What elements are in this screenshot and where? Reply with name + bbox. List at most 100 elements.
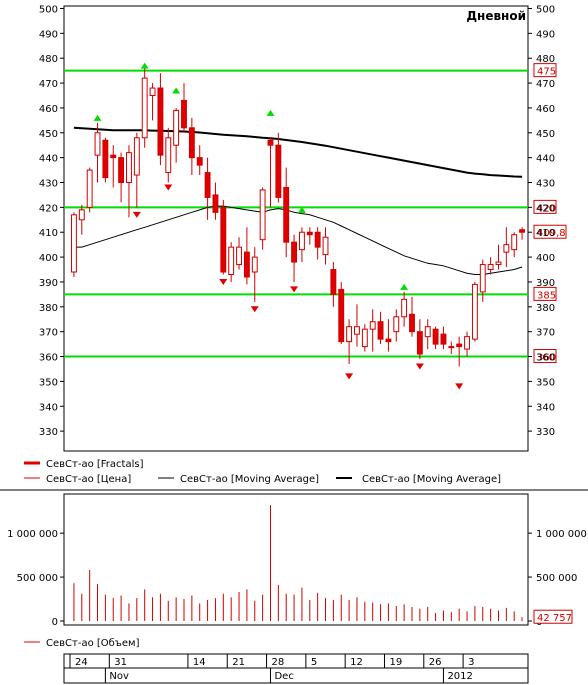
candle-body — [181, 99, 187, 129]
price-tick-label-right: 390 — [536, 278, 555, 289]
candle-body — [86, 169, 93, 208]
level-label: 360 — [537, 353, 556, 364]
fractal-up-marker — [172, 87, 181, 94]
price-tick-label-left: 420 — [39, 203, 58, 214]
candle-body — [471, 283, 478, 340]
last-price-label: 409,8 — [537, 228, 566, 239]
candle-body — [448, 346, 455, 349]
volume-tick-label-left: 1 000 000 — [7, 529, 58, 540]
fractal-down-marker — [132, 211, 141, 218]
level-label-box — [533, 63, 557, 78]
price-tick-label-left: 370 — [39, 328, 58, 339]
candle-body — [361, 328, 368, 348]
date-tick-label: 24 — [75, 657, 88, 668]
period-label: Дневной — [466, 9, 526, 23]
price-tick-label-left: 340 — [39, 402, 58, 413]
candle-body — [236, 246, 242, 266]
month-label: Dec — [274, 671, 293, 682]
candle-body — [409, 313, 415, 333]
price-tick-label-left: 500 — [39, 4, 58, 15]
candle-body — [440, 333, 447, 345]
level-label-box — [533, 286, 557, 301]
candle-body — [306, 231, 313, 236]
price-tick-label-right: 410 — [536, 228, 555, 239]
candle-body — [70, 214, 77, 273]
price-tick-label-left: 390 — [39, 278, 58, 289]
candle-body — [424, 326, 431, 338]
price-tick-label-right: 470 — [536, 79, 555, 90]
price-tick-label-left: 430 — [39, 179, 58, 190]
candle-body — [456, 343, 463, 348]
candle-body — [267, 139, 274, 146]
candle-body — [110, 154, 117, 159]
price-tick-label-right: 490 — [536, 29, 555, 40]
date-tick-label: 12 — [350, 657, 363, 668]
fractal-up-marker — [400, 283, 409, 290]
candle-body — [165, 137, 172, 174]
candle-body — [275, 144, 282, 198]
candle-body — [259, 189, 266, 241]
price-tick-label-left: 360 — [39, 353, 58, 364]
price-tick-label-left: 490 — [39, 29, 58, 40]
candle-body — [519, 229, 526, 233]
price-tick-label-left: 350 — [39, 377, 58, 388]
date-tick-label: 19 — [389, 657, 402, 668]
price-tick-label-right: 340 — [536, 402, 555, 413]
ma-slow-line — [73, 126, 523, 178]
candle-body — [118, 157, 125, 184]
date-tick-label: 31 — [114, 657, 127, 668]
price-tick-label-right: 400 — [536, 253, 555, 264]
volume-tick-label-left: 500 000 — [17, 573, 58, 584]
candle-body — [188, 127, 195, 159]
fractal-up-marker — [140, 62, 149, 69]
date-tick-label: 3 — [468, 657, 474, 668]
price-tick-label-left: 450 — [39, 129, 58, 140]
fractal-down-marker — [345, 373, 354, 380]
candle-body — [173, 109, 180, 146]
price-tick-label-right: 370 — [536, 328, 555, 339]
candle-body — [464, 336, 470, 350]
candle-body — [354, 326, 360, 335]
fractal-down-marker — [219, 278, 228, 285]
candle-body — [322, 236, 329, 256]
level-label-box — [533, 349, 557, 364]
date-tick-label: 5 — [311, 657, 317, 668]
candle-body — [291, 241, 298, 263]
fractal-down-marker — [250, 306, 259, 313]
candle-body — [487, 264, 494, 271]
volume-panel — [63, 493, 529, 626]
candle-body — [141, 77, 148, 139]
price-tick-label-left: 480 — [39, 54, 58, 65]
candle-body — [228, 246, 235, 275]
price-tick-label-right: 440 — [536, 154, 555, 165]
price-tick-label-left: 380 — [39, 303, 58, 314]
level-label: 420 — [537, 203, 556, 214]
candle-body — [330, 269, 337, 295]
last-price-box — [533, 224, 567, 239]
candle-body — [401, 298, 408, 318]
fractal-up-marker — [297, 206, 306, 213]
price-tick-label-left: 440 — [39, 154, 58, 165]
candle-body — [393, 316, 400, 333]
candle-body — [495, 261, 502, 266]
legend-ma-slow-label: СевСт-ао [Moving Average] — [362, 474, 501, 485]
date-tick-label: 14 — [193, 657, 206, 668]
price-tick-label-left: 410 — [39, 228, 58, 239]
price-tick-label-left: 330 — [39, 427, 58, 438]
candle-body — [298, 231, 305, 251]
price-tick-label-right: 480 — [536, 54, 555, 65]
price-tick-label-right: 450 — [536, 129, 555, 140]
candle-body — [220, 206, 227, 273]
date-tick-label: 21 — [232, 657, 245, 668]
candle-body — [346, 326, 353, 343]
candle-body — [314, 231, 321, 248]
month-label: Nov — [109, 671, 129, 682]
fractal-down-marker — [290, 286, 299, 293]
legend-volume-label: СевСт-ао [Объем] — [46, 638, 140, 649]
candle-body — [251, 256, 258, 273]
candle-body — [385, 338, 392, 343]
price-tick-label-right: 460 — [536, 104, 555, 115]
legend: СевСт-ао [Fractals] СевСт-ао [Цена] СевС… — [24, 459, 501, 485]
fractal-up-marker — [93, 114, 102, 121]
